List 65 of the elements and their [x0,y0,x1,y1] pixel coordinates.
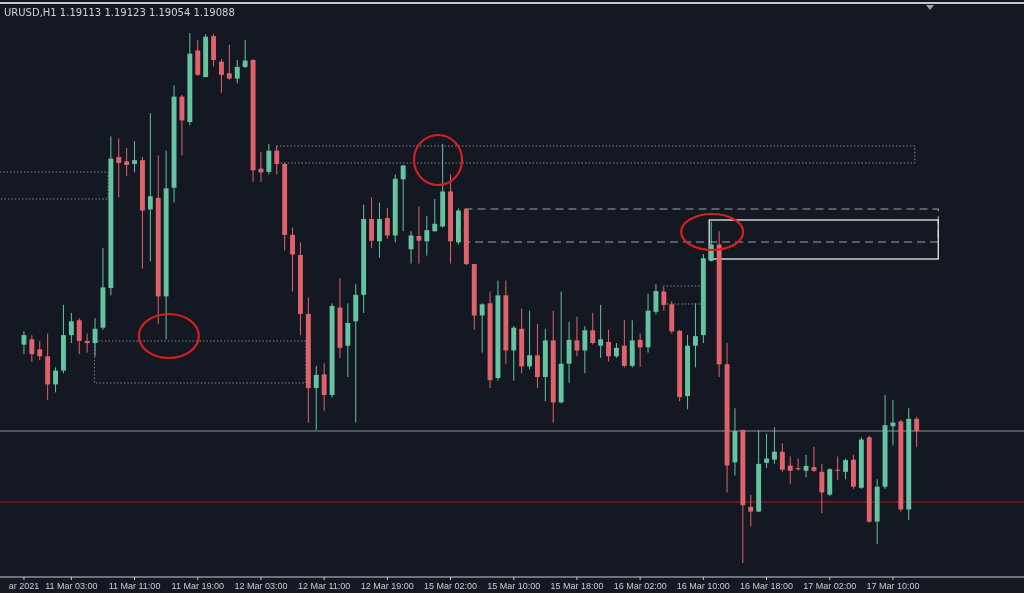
candlestick [147,112,153,262]
chart-title: URUSD,H1 1.19113 1.19123 1.19054 1.19088 [4,7,235,18]
x-tick-label: 17 Mar 10:00 [866,581,920,591]
candlestick [242,39,248,69]
candlestick [835,455,841,481]
candlestick [511,325,517,382]
candlestick [527,310,532,371]
candlestick [779,442,785,473]
candlestick [590,312,596,346]
x-tick-label: 16 Mar 02:00 [613,581,667,591]
candlestick [693,302,698,368]
candlestick [606,329,611,363]
candlestick [345,302,351,378]
candlestick [37,340,43,361]
candlestick [764,433,769,469]
candlestick [116,137,122,198]
x-tick-label: 15 Mar 02:00 [424,581,478,591]
x-tick-label: 17 Mar 02:00 [803,581,857,591]
candlestick [274,145,280,176]
candlestick [321,362,327,412]
x-tick-label: ar 2021 [8,581,40,591]
x-tick-label: 11 Mar 03:00 [45,581,98,591]
candlestick [535,323,540,389]
candlestick [226,44,232,81]
candlestick [432,198,438,233]
candlestick [479,302,485,354]
candlestick [598,304,604,359]
candlestick [772,426,777,465]
x-tick-label: 11 Mar 11:00 [108,581,161,591]
candlestick [748,494,754,527]
candlestick [234,59,240,84]
candlestick [76,317,82,355]
x-tick-label: 12 Mar 03:00 [234,581,288,591]
candlestick [124,147,130,177]
candlestick [68,312,74,344]
x-tick-label: 12 Mar 11:00 [297,581,351,591]
candlestick [637,333,643,368]
candlestick [29,334,35,363]
candlestick [424,215,430,257]
x-tick-label: 15 Mar 18:00 [550,581,604,591]
candlestick [369,196,374,249]
candlestick [661,287,667,312]
candlestick [621,319,627,368]
candlestick [290,227,295,293]
x-tick-label: 16 Mar 18:00 [740,581,794,591]
candlestick [211,33,216,67]
candlestick [53,366,58,393]
candlestick [400,164,406,232]
candlestick [914,416,920,448]
candlestick [384,207,390,240]
candlestick [843,458,848,480]
candlestick [377,202,382,259]
candlestick [266,143,272,176]
candlestick [819,463,825,514]
candlestick [795,458,801,472]
candlestick [219,58,224,94]
candlestick [132,140,137,173]
x-tick-label: 15 Mar 10:00 [487,581,541,591]
x-tick-label: 12 Mar 19:00 [360,581,414,591]
candlestick [84,333,90,354]
candlestick [313,365,319,431]
candlestick [582,325,588,374]
candlestick [787,455,793,485]
x-tick-label: 16 Mar 10:00 [676,581,730,591]
x-tick-label: 11 Mar 19:00 [171,581,224,591]
